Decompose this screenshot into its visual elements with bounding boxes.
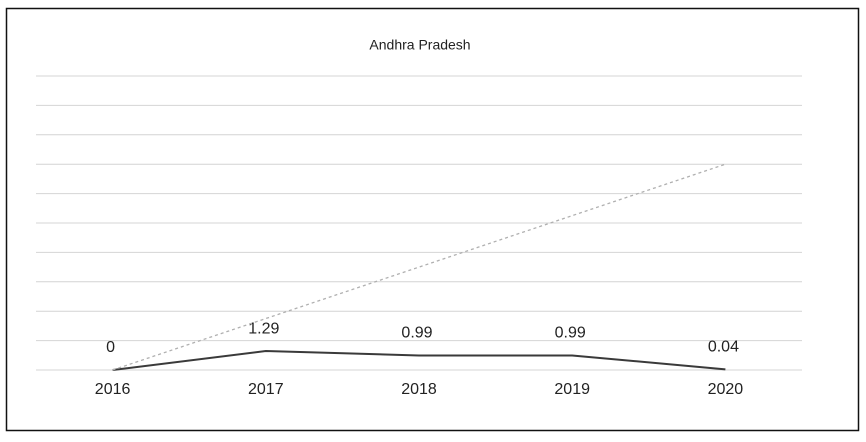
data-label: 0.04 [708, 339, 739, 356]
x-tick-label: 2019 [554, 381, 590, 398]
chart-title: Andhra Pradesh [369, 37, 470, 53]
series-line [112, 350, 726, 371]
x-tick-label: 2017 [248, 381, 284, 398]
x-tick-label: 2020 [708, 381, 744, 398]
data-label: 0.99 [401, 325, 432, 342]
frame [5, 7, 860, 432]
x-tick-label: 2016 [95, 381, 131, 398]
data-label: 0.99 [555, 325, 586, 342]
data-label: 0 [106, 339, 115, 356]
x-tick-label: 2018 [401, 381, 437, 398]
data-label: 1.29 [248, 320, 279, 337]
